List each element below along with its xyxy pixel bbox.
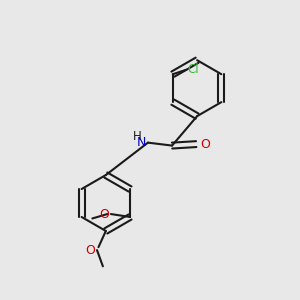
Text: O: O bbox=[86, 244, 95, 256]
Text: O: O bbox=[100, 208, 110, 220]
Text: N: N bbox=[137, 136, 146, 149]
Text: O: O bbox=[200, 138, 210, 151]
Text: H: H bbox=[132, 130, 141, 143]
Text: Cl: Cl bbox=[188, 63, 199, 76]
